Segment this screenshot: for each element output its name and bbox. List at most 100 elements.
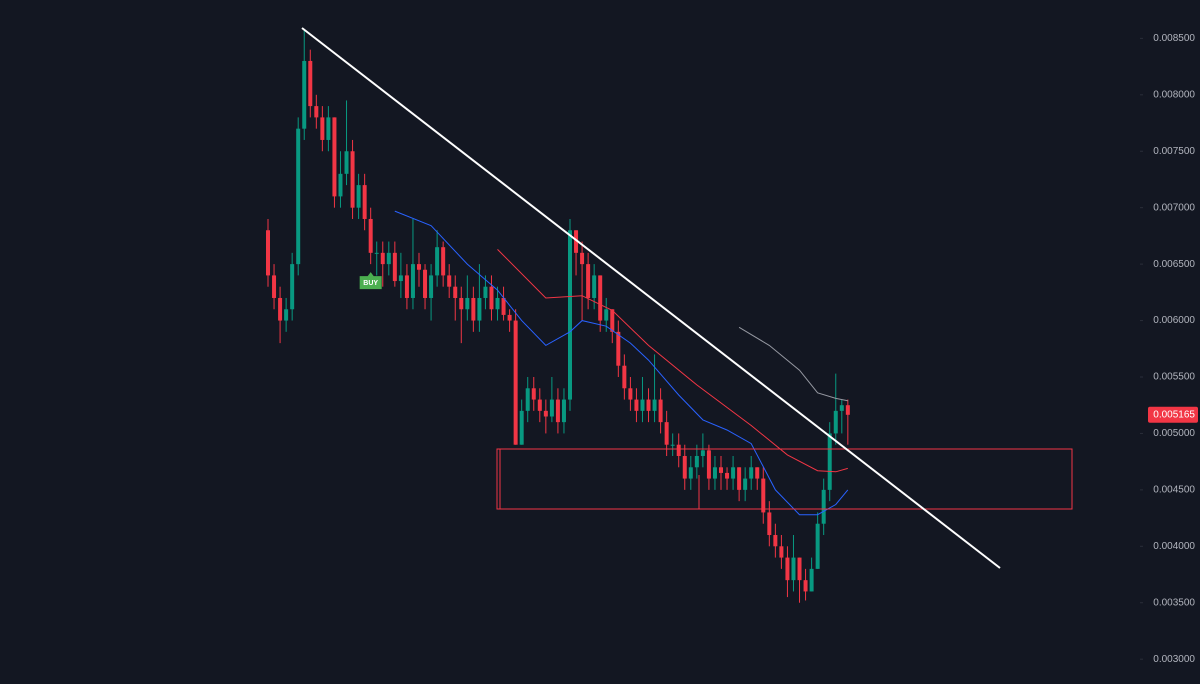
- candle-body: [477, 297, 482, 321]
- candle-body: [423, 269, 428, 298]
- candle-body: [483, 286, 488, 298]
- moving-average: [394, 210, 849, 516]
- candle-body: [525, 388, 530, 411]
- candle-body: [809, 568, 814, 592]
- candle-body: [827, 433, 832, 490]
- y-tick-label: 0.005500: [1153, 372, 1195, 383]
- candle-body: [501, 297, 506, 315]
- candle-body: [537, 399, 542, 411]
- candle-body: [296, 128, 301, 265]
- last-price-box: [1148, 406, 1198, 423]
- y-tick-label: 0.008500: [1153, 33, 1195, 44]
- candle-body: [628, 388, 633, 400]
- candle-body: [441, 247, 446, 276]
- candle-body: [694, 456, 699, 468]
- candle-body: [489, 286, 494, 310]
- candle-body: [320, 117, 325, 140]
- candle-body: [459, 297, 464, 310]
- candle-body: [719, 467, 723, 473]
- candle-body: [272, 275, 277, 298]
- candle-body: [640, 399, 645, 411]
- candle-body: [519, 410, 524, 445]
- candle-body: [507, 314, 512, 321]
- candle-body: [380, 252, 385, 265]
- candle-body: [658, 399, 663, 423]
- candle-body: [350, 151, 355, 208]
- candle-body: [308, 60, 313, 107]
- last-price-label: 0.005165: [1153, 409, 1195, 420]
- candle-body: [610, 309, 615, 332]
- candle-body: [404, 275, 409, 298]
- candle-body: [495, 297, 500, 310]
- candle-body: [465, 297, 470, 310]
- candle-body: [664, 422, 669, 445]
- candle-body: [386, 252, 391, 265]
- candle-body: [580, 252, 585, 265]
- candle-body: [749, 467, 754, 479]
- candle-body: [278, 297, 283, 321]
- candle-body: [845, 405, 850, 415]
- y-tick-label: 0.004500: [1153, 485, 1195, 496]
- buy-label: BUY: [363, 280, 378, 287]
- candle-body: [646, 399, 651, 411]
- candle-body: [549, 399, 554, 417]
- y-tick-label: 0.006000: [1153, 315, 1195, 326]
- candle-body: [453, 286, 458, 298]
- y-tick-label: 0.003500: [1153, 597, 1195, 608]
- candle-body: [586, 264, 591, 298]
- candle-body: [785, 557, 790, 581]
- candle-body: [374, 252, 379, 254]
- candle-body: [815, 523, 820, 569]
- candle-body: [592, 275, 597, 298]
- candle-body: [417, 264, 421, 270]
- plot-area: [266, 30, 850, 603]
- y-tick-label: 0.006500: [1153, 259, 1195, 270]
- candle-body: [676, 444, 681, 456]
- candle-body: [791, 557, 796, 581]
- zone-box: [496, 448, 1073, 510]
- y-tick-label: 0.007000: [1153, 202, 1195, 213]
- trend-line: [301, 27, 1001, 569]
- candle-body: [598, 275, 603, 321]
- candle-body: [392, 252, 397, 282]
- candle-body: [561, 399, 566, 423]
- candle-body: [356, 185, 361, 208]
- candle-body: [743, 478, 748, 490]
- candle-body: [513, 320, 518, 445]
- candle-body: [731, 467, 736, 479]
- candle-body: [797, 557, 802, 581]
- moving-average: [497, 249, 848, 473]
- candle-body: [326, 117, 331, 140]
- candle-body: [604, 309, 609, 321]
- candle-body: [266, 230, 270, 276]
- candle-body: [290, 264, 295, 310]
- candle-body: [314, 106, 319, 118]
- candle-body: [555, 399, 560, 423]
- candle-body: [821, 489, 826, 524]
- candle-body: [368, 218, 373, 253]
- moving-average: [738, 326, 848, 402]
- candle-body: [767, 512, 772, 536]
- candle-body: [803, 580, 808, 592]
- candle-body: [652, 399, 657, 411]
- candle-body: [737, 467, 742, 490]
- candle-body: [284, 309, 289, 321]
- candle-body: [682, 456, 687, 479]
- candle-body: [302, 60, 307, 129]
- candle-body: [725, 472, 730, 479]
- candle-body: [700, 450, 705, 456]
- candle-body: [531, 388, 536, 400]
- candle-body: [471, 297, 476, 321]
- y-tick-label: 0.008000: [1153, 89, 1195, 100]
- candle-body: [410, 264, 415, 298]
- buy-marker: [359, 272, 382, 290]
- candle-body: [332, 117, 337, 197]
- candle-body: [543, 410, 548, 417]
- candle-body: [773, 535, 778, 547]
- candle-body: [338, 173, 343, 197]
- candle-body: [779, 546, 784, 558]
- candle-body: [634, 399, 639, 411]
